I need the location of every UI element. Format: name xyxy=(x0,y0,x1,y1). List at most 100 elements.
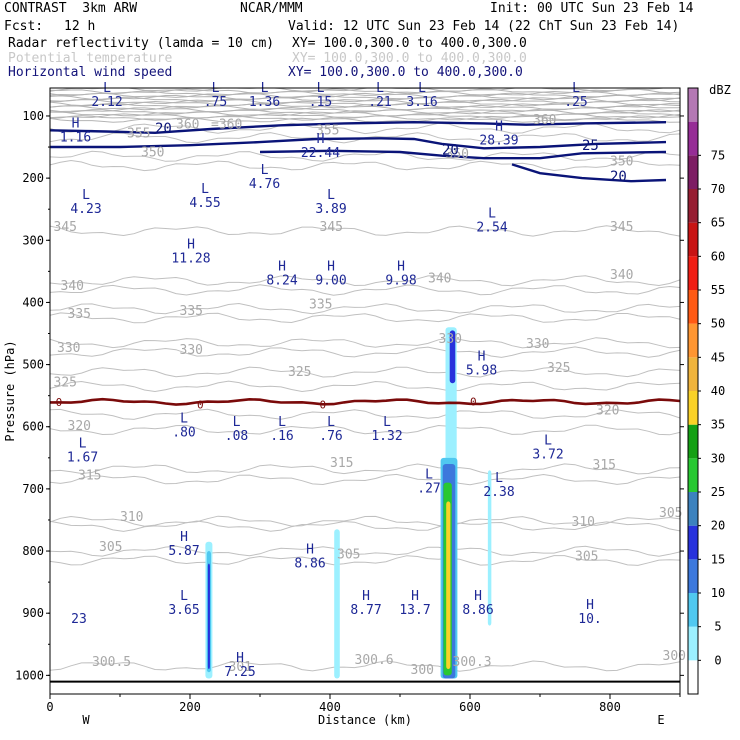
y-tick-label: 300 xyxy=(22,233,44,247)
theta-label: 305 xyxy=(575,549,598,564)
extremum-marker: H xyxy=(362,589,370,604)
extremum-value: .75 xyxy=(204,95,227,110)
freezing-line-label: 0 xyxy=(470,395,477,408)
theta-label: 350 xyxy=(610,155,633,170)
theta-contour-line xyxy=(50,515,680,527)
colorbar-swatch xyxy=(688,189,698,223)
theta-label: 305 xyxy=(99,540,122,555)
theta-contour-line xyxy=(50,284,680,296)
extremum-marker: L xyxy=(261,81,269,96)
theta-label: 345 xyxy=(610,220,633,235)
x-tick-label: 600 xyxy=(459,700,481,714)
theta-label: 330 xyxy=(57,341,80,356)
theta-label: 345 xyxy=(54,220,77,235)
theta-label: 320 xyxy=(596,403,619,418)
theta-label: 305 xyxy=(659,506,682,521)
colorbar-swatch xyxy=(688,525,698,560)
extremum-value: 1.16 xyxy=(60,131,91,146)
field-theta-xy: XY= 100.0,300.0 to 400.0,300.0 xyxy=(292,51,527,66)
x-endpoint-east: E xyxy=(657,713,664,727)
extremum-value: .25 xyxy=(564,95,587,110)
theta-label: 350 xyxy=(446,147,469,162)
extremum-marker: L xyxy=(376,81,384,96)
freezing-line-label: 0 xyxy=(197,398,204,411)
extremum-marker: H xyxy=(474,589,482,604)
extremum-value: .76 xyxy=(319,429,342,444)
colorbar-label: 5 xyxy=(714,620,721,634)
theta-label: 325 xyxy=(54,375,77,390)
extremum-value: 3.16 xyxy=(406,95,437,110)
theta-contour-line xyxy=(50,380,680,393)
theta-upper-line xyxy=(50,94,680,101)
extremum-marker: L xyxy=(425,468,433,483)
extremum-value: .80 xyxy=(172,426,195,441)
theta-contour-line xyxy=(50,302,680,315)
extremum-marker: H xyxy=(278,259,286,274)
colorbar-unit: dBZ xyxy=(709,83,731,97)
wind-contour-label: 20 xyxy=(442,143,459,159)
freezing-line-label: 0 xyxy=(320,398,327,411)
theta-label: 305 xyxy=(337,548,360,563)
extremum-value: 1.36 xyxy=(249,95,280,110)
colorbar-swatch xyxy=(688,222,698,257)
theta-contour-line xyxy=(50,225,680,237)
extremum-marker: L xyxy=(82,188,90,203)
x-tick-label: 800 xyxy=(599,700,621,714)
colorbar-swatch xyxy=(688,593,698,627)
extremum-value: 1.67 xyxy=(67,451,98,466)
colorbar-label: 50 xyxy=(711,317,725,331)
x-axis-title: Distance (km) xyxy=(318,713,412,727)
colorbar-swatch xyxy=(688,88,698,122)
theta-label: 300 xyxy=(411,663,434,678)
extremum-marker: H xyxy=(586,598,594,613)
extremum-value: 5.87 xyxy=(168,544,199,559)
extremum-value: 8.86 xyxy=(294,556,325,571)
extremum-marker: L xyxy=(261,163,269,178)
theta-label: 315 xyxy=(593,458,616,473)
theta-label: 340 xyxy=(428,272,451,287)
extremum-marker: L xyxy=(495,471,503,486)
extremum-value: 10. xyxy=(578,612,601,627)
colorbar-swatch xyxy=(688,559,698,593)
wind-contour-label: 20 xyxy=(610,169,627,185)
extremum-value: .27 xyxy=(417,482,440,497)
theta-label: 335 xyxy=(180,304,203,319)
extremum-value: 8.86 xyxy=(462,603,493,618)
colorbar-label: 30 xyxy=(711,451,725,465)
extremum-marker: L xyxy=(278,415,286,430)
colorbar-label: 25 xyxy=(711,485,725,499)
colorbar-swatch xyxy=(688,290,698,324)
y-tick-label: 400 xyxy=(22,295,44,309)
colorbar-label: 40 xyxy=(711,384,725,398)
theta-upper-contours xyxy=(50,88,680,123)
theta-label: 360 xyxy=(533,113,556,128)
freezing-level-line xyxy=(50,397,680,406)
x-tick-label: 200 xyxy=(179,700,201,714)
theta-label: 325 xyxy=(288,365,311,380)
extremum-value: .16 xyxy=(270,429,293,444)
colorbar-swatch xyxy=(688,626,698,661)
extremum-value: 2.54 xyxy=(476,221,507,236)
colorbar-swatch xyxy=(688,121,698,156)
extremum-marker: H xyxy=(187,238,195,253)
colorbar-swatch xyxy=(688,492,698,526)
colorbar-swatch xyxy=(688,458,698,492)
extremum-marker: L xyxy=(327,188,335,203)
theta-contour-line xyxy=(50,520,680,532)
theta-label: 340 xyxy=(61,279,84,294)
theta-label: 300.5 xyxy=(92,655,131,670)
theta-contour-line xyxy=(50,473,680,486)
theta-label: 360 xyxy=(176,117,199,132)
extremum-value: 9.98 xyxy=(385,273,416,288)
extremum-marker: H xyxy=(72,117,80,132)
colorbar-label: 70 xyxy=(711,182,725,196)
extremum-value: 28.39 xyxy=(479,134,518,149)
colorbar-label: 75 xyxy=(711,148,725,162)
theta-label: 310 xyxy=(572,515,595,530)
y-axis-title: Pressure (hPa) xyxy=(3,340,17,441)
extremum-marker: L xyxy=(233,415,241,430)
extremum-value: 4.76 xyxy=(249,177,280,192)
reflectivity-cell-west-peak xyxy=(207,563,210,670)
extremum-value: 11.28 xyxy=(171,252,210,267)
